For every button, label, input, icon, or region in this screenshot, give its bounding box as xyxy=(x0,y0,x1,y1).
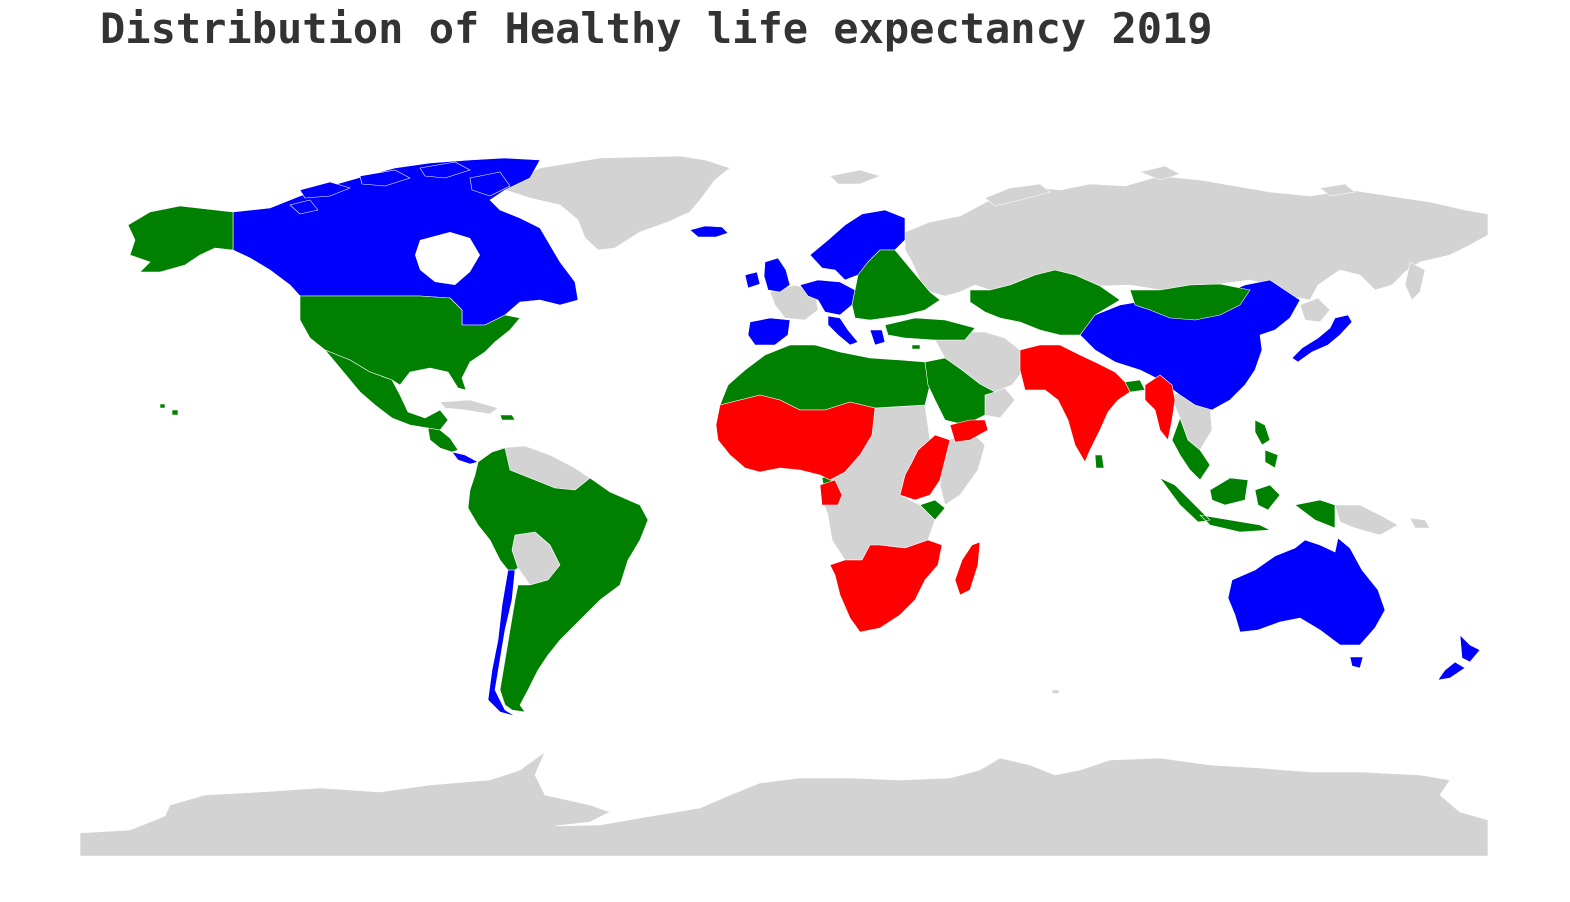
country-australia xyxy=(1227,537,1386,646)
country-greenland xyxy=(504,155,731,251)
country-spain xyxy=(747,317,791,346)
region-antarctica xyxy=(79,751,1489,857)
country-cyprus xyxy=(911,344,921,350)
country-greece xyxy=(869,329,886,346)
country-tasmania xyxy=(1349,656,1364,669)
country-russia-east xyxy=(1404,261,1426,301)
country-italy xyxy=(827,315,859,346)
country-saudi-arabia xyxy=(924,357,996,426)
country-somalia xyxy=(939,434,986,506)
no-data-regions xyxy=(79,155,1489,857)
region-caribbean xyxy=(439,399,499,415)
region-caribbean-green xyxy=(499,414,516,421)
country-falklands xyxy=(1051,689,1061,695)
country-sri-lanka xyxy=(1094,454,1105,469)
country-ireland xyxy=(744,271,761,289)
country-yemen xyxy=(949,419,989,443)
region-southern-africa xyxy=(829,539,943,633)
arctic-islands xyxy=(829,165,1356,207)
country-japan xyxy=(1291,314,1353,363)
region-west-africa xyxy=(715,394,876,481)
country-iceland xyxy=(689,225,729,238)
country-mexico xyxy=(324,349,449,431)
country-congo xyxy=(819,479,843,506)
coast-accents xyxy=(911,344,921,350)
country-mongolia xyxy=(1129,283,1251,321)
country-chile xyxy=(487,569,516,717)
category-medium-regions xyxy=(127,205,1336,713)
region-horn-of-africa xyxy=(899,434,951,501)
country-costa-rica-panama xyxy=(451,451,479,465)
category-low-regions xyxy=(715,344,1176,633)
region-southeast-asia xyxy=(1171,417,1211,481)
region-central-asia xyxy=(969,269,1121,336)
country-turkey xyxy=(884,317,976,341)
country-philippines xyxy=(1254,419,1279,469)
region-south-america xyxy=(467,447,649,713)
region-eastern-europe xyxy=(851,249,941,321)
region-central-europe xyxy=(799,279,856,316)
canadian-arctic-islands xyxy=(289,161,511,215)
us-state-hawaii xyxy=(159,403,179,416)
country-madagascar xyxy=(954,541,981,596)
country-new-zealand xyxy=(1437,634,1481,681)
country-kenya xyxy=(919,499,946,521)
country-russia xyxy=(904,175,1489,301)
map-title: Distribution of Healthy life expectancy … xyxy=(100,4,1213,53)
us-state-alaska xyxy=(127,205,234,273)
region-south-asia xyxy=(1019,344,1131,463)
region-central-america xyxy=(427,427,459,453)
region-melanesia xyxy=(1334,504,1431,536)
country-indonesia xyxy=(1159,477,1336,533)
category-high-regions xyxy=(232,157,1481,717)
region-korea xyxy=(1299,297,1331,323)
country-united-kingdom xyxy=(763,257,791,293)
region-myanmar xyxy=(1144,374,1176,441)
hudson-bay xyxy=(415,232,480,285)
